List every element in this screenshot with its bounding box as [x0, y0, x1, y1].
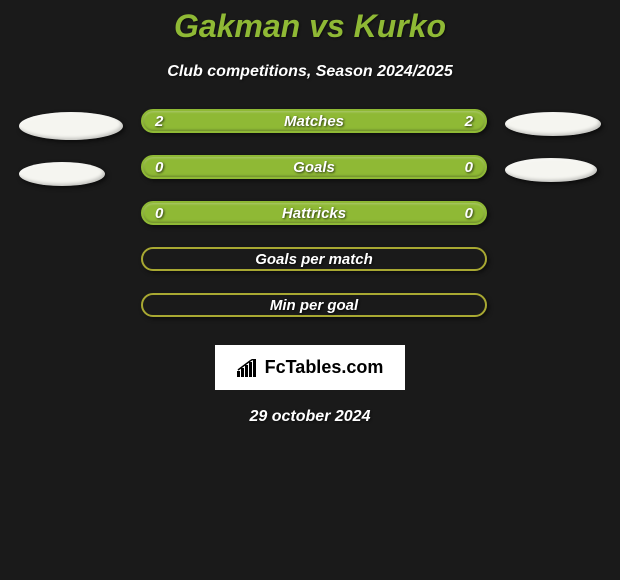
right-ellipse-column — [505, 109, 601, 182]
stats-area: 2 Matches 2 0 Goals 0 0 Hattricks 0 Goals per mat… — [0, 109, 620, 317]
player-left-ellipse — [19, 112, 123, 140]
player-right-ellipse — [505, 112, 601, 136]
left-ellipse-column — [19, 109, 123, 186]
stat-value-left: 2 — [155, 113, 163, 130]
stat-bar: Min per goal — [141, 293, 487, 317]
stat-bar: Goals per match — [141, 247, 487, 271]
stat-bars: 2 Matches 2 0 Goals 0 0 Hattricks 0 Goals per mat… — [141, 109, 487, 317]
brand-text: FcTables.com — [265, 357, 384, 378]
stats-card: Gakman vs Kurko Club competitions, Seaso… — [0, 0, 620, 426]
page-subtitle: Club competitions, Season 2024/2025 — [0, 63, 620, 81]
stat-label: Min per goal — [270, 297, 358, 314]
stat-value-left: 0 — [155, 159, 163, 176]
stat-bar: 0 Hattricks 0 — [141, 201, 487, 225]
player-right-ellipse — [505, 158, 597, 182]
stat-label: Matches — [284, 113, 344, 130]
player-left-ellipse — [19, 162, 105, 186]
stat-bar: 2 Matches 2 — [141, 109, 487, 133]
stat-label: Goals — [293, 159, 335, 176]
date-text: 29 october 2024 — [0, 408, 620, 426]
stat-value-right: 0 — [465, 159, 473, 176]
stat-bar: 0 Goals 0 — [141, 155, 487, 179]
stat-label: Goals per match — [255, 251, 373, 268]
stat-value-right: 2 — [465, 113, 473, 130]
page-title: Gakman vs Kurko — [0, 8, 620, 45]
brand-box[interactable]: FcTables.com — [215, 345, 406, 390]
stat-label: Hattricks — [282, 205, 346, 222]
stat-value-left: 0 — [155, 205, 163, 222]
stat-value-right: 0 — [465, 205, 473, 222]
bar-chart-icon — [237, 359, 259, 377]
